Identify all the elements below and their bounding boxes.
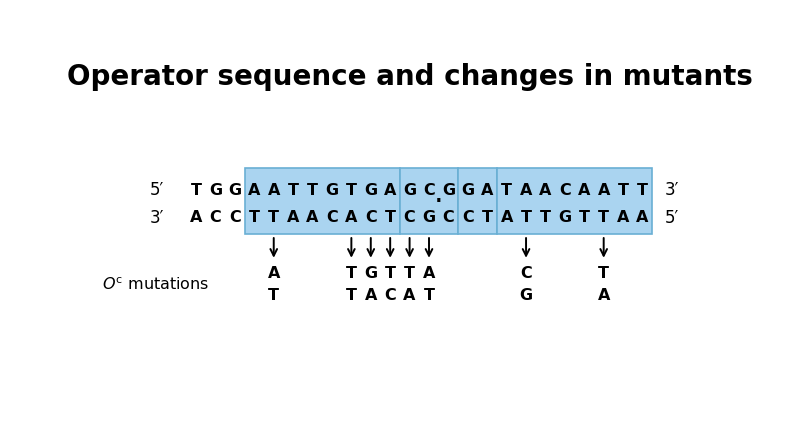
Text: A: A [267, 266, 280, 281]
Text: A: A [287, 210, 299, 225]
Text: A: A [248, 183, 261, 198]
Text: C: C [210, 210, 222, 225]
Text: T: T [249, 210, 260, 225]
Text: A: A [190, 210, 202, 225]
Text: G: G [462, 183, 474, 198]
Text: A: A [578, 183, 590, 198]
Text: A: A [598, 288, 610, 303]
Text: A: A [384, 183, 396, 198]
Text: G: G [326, 183, 338, 198]
Bar [458, 168, 497, 234]
Text: T: T [540, 210, 551, 225]
Text: A: A [481, 183, 494, 198]
Text: C: C [423, 183, 435, 198]
Text: T: T [618, 183, 629, 198]
Text: A: A [267, 183, 280, 198]
Text: 5′: 5′ [150, 181, 165, 199]
Text: T: T [268, 288, 279, 303]
Text: A: A [365, 288, 377, 303]
Text: A: A [345, 210, 358, 225]
Bar [400, 168, 458, 234]
Text: A: A [598, 183, 610, 198]
Text: T: T [288, 183, 298, 198]
Text: C: C [559, 183, 570, 198]
Text: C: C [442, 210, 454, 225]
Text: A: A [617, 210, 630, 225]
Text: T: T [385, 210, 396, 225]
Text: 3′: 3′ [150, 209, 165, 227]
Text: $\mathit{O}^\mathrm{c}$ mutations: $\mathit{O}^\mathrm{c}$ mutations [102, 277, 210, 293]
Text: G: G [403, 183, 416, 198]
Text: T: T [501, 183, 512, 198]
Text: C: C [520, 266, 532, 281]
Text: C: C [229, 210, 241, 225]
Text: G: G [364, 183, 378, 198]
Text: A: A [539, 183, 552, 198]
Text: T: T [404, 266, 415, 281]
Text: G: G [422, 210, 435, 225]
Text: G: G [209, 183, 222, 198]
Text: G: G [519, 288, 533, 303]
Text: T: T [423, 288, 434, 303]
Text: G: G [558, 210, 571, 225]
Text: T: T [521, 210, 531, 225]
Text: T: T [190, 183, 202, 198]
Text: T: T [346, 288, 357, 303]
Text: C: C [462, 210, 474, 225]
Text: A: A [423, 266, 435, 281]
Text: G: G [364, 266, 378, 281]
Text: C: C [384, 288, 396, 303]
Text: G: G [228, 183, 242, 198]
Text: 5′: 5′ [665, 209, 678, 227]
Text: 3′: 3′ [665, 181, 679, 199]
Text: ·: · [434, 188, 443, 217]
Bar [497, 168, 652, 234]
Text: T: T [346, 183, 357, 198]
Text: C: C [326, 210, 338, 225]
Text: G: G [442, 183, 455, 198]
Text: T: T [482, 210, 493, 225]
Text: C: C [404, 210, 415, 225]
Text: Operator sequence and changes in mutants: Operator sequence and changes in mutants [67, 63, 753, 91]
Text: T: T [578, 210, 590, 225]
Text: A: A [306, 210, 318, 225]
Text: A: A [501, 210, 513, 225]
Text: T: T [598, 266, 609, 281]
Bar [245, 168, 400, 234]
Text: A: A [520, 183, 532, 198]
Text: A: A [636, 210, 649, 225]
Text: T: T [307, 183, 318, 198]
Text: T: T [268, 210, 279, 225]
Text: T: T [637, 183, 648, 198]
Text: A: A [403, 288, 416, 303]
Text: T: T [598, 210, 609, 225]
Text: T: T [385, 266, 396, 281]
Text: C: C [365, 210, 377, 225]
Text: T: T [346, 266, 357, 281]
